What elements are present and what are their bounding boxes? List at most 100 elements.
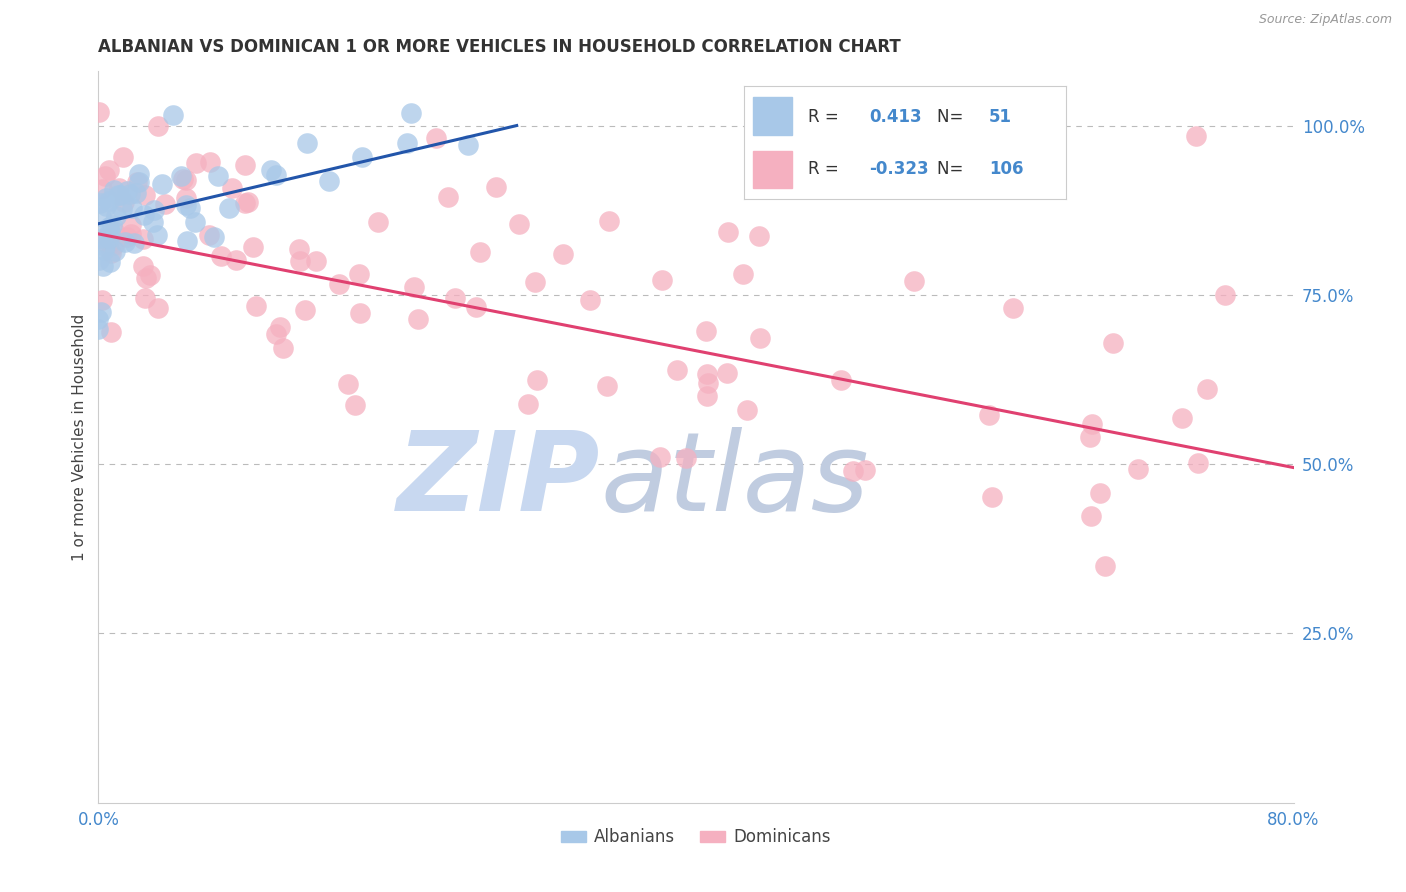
Point <box>598 214 620 228</box>
Point <box>696 388 718 402</box>
Point <box>97 219 120 234</box>
Point <box>841 464 863 478</box>
Point <box>100 245 122 260</box>
Text: ZIP: ZIP <box>396 427 600 534</box>
Point <box>174 173 197 187</box>
Point <box>425 131 447 145</box>
Point <box>120 227 142 241</box>
Point <box>115 229 138 244</box>
Point <box>444 291 467 305</box>
Point <box>90 182 112 196</box>
Point <box>517 397 540 411</box>
Point <box>148 120 170 134</box>
Point <box>128 167 150 181</box>
Point <box>288 254 311 268</box>
Point <box>172 171 194 186</box>
Text: Source: ZipAtlas.com: Source: ZipAtlas.com <box>1258 13 1392 27</box>
Point <box>110 187 132 202</box>
Text: ALBANIAN VS DOMINICAN 1 OR MORE VEHICLES IN HOUSEHOLD CORRELATION CHART: ALBANIAN VS DOMINICAN 1 OR MORE VEHICLES… <box>98 38 901 56</box>
Point <box>198 155 221 169</box>
Point <box>1171 411 1194 425</box>
Point <box>170 169 193 183</box>
Point <box>174 198 197 212</box>
Point <box>94 239 117 253</box>
Point <box>101 219 124 233</box>
Point <box>305 253 328 268</box>
Point <box>98 194 121 208</box>
Point <box>238 194 260 209</box>
Point <box>830 373 852 387</box>
Point <box>90 210 112 224</box>
Point <box>648 450 671 464</box>
Point <box>124 236 146 251</box>
Point <box>1126 461 1149 475</box>
Point <box>142 215 165 229</box>
Point <box>233 196 256 211</box>
Y-axis label: 1 or more Vehicles in Household: 1 or more Vehicles in Household <box>72 313 87 561</box>
Point <box>153 197 176 211</box>
Point <box>146 301 169 316</box>
Point <box>367 214 389 228</box>
Point <box>696 368 718 382</box>
Point <box>1081 417 1104 432</box>
Text: atlas: atlas <box>600 427 869 534</box>
Point <box>1080 508 1102 523</box>
Point <box>118 186 141 201</box>
Point <box>111 202 134 216</box>
Point <box>695 324 717 338</box>
Point <box>162 108 184 122</box>
Point <box>1078 429 1101 443</box>
Point <box>100 254 122 268</box>
Point <box>134 188 156 202</box>
Point <box>717 225 740 239</box>
Point <box>406 312 429 326</box>
Point <box>218 201 240 215</box>
Point <box>131 232 153 246</box>
Point <box>121 201 143 215</box>
Point <box>399 106 422 120</box>
Point <box>87 253 110 268</box>
Point <box>103 238 125 252</box>
Point <box>579 293 602 307</box>
Point <box>245 299 267 313</box>
Point <box>1195 382 1218 396</box>
Point <box>107 187 129 202</box>
Point <box>98 225 121 239</box>
Point <box>287 242 309 256</box>
Point <box>134 291 156 305</box>
Point <box>468 245 491 260</box>
Point <box>94 169 117 183</box>
Point <box>1102 335 1125 350</box>
Point <box>184 215 207 229</box>
Point <box>114 235 136 249</box>
Point <box>233 158 256 172</box>
Point <box>89 231 111 245</box>
Point <box>269 320 291 334</box>
Point <box>1094 558 1116 573</box>
Point <box>903 275 925 289</box>
Point <box>853 463 876 477</box>
Point <box>457 138 479 153</box>
Point <box>112 195 135 210</box>
Point <box>337 377 360 392</box>
Point <box>97 162 120 177</box>
Point <box>125 186 148 201</box>
Point <box>343 398 366 412</box>
Point <box>748 229 770 244</box>
Point <box>105 209 128 223</box>
Point <box>1001 301 1024 315</box>
Point <box>596 378 619 392</box>
Point <box>266 326 288 341</box>
Point <box>91 293 114 307</box>
Point <box>103 223 125 237</box>
Point <box>111 150 134 164</box>
Point <box>242 240 264 254</box>
Point <box>437 189 460 203</box>
Point <box>125 175 148 189</box>
Point <box>96 199 118 213</box>
Point <box>120 218 142 232</box>
Point <box>176 235 198 249</box>
Point <box>264 168 287 182</box>
Point <box>260 162 283 177</box>
Point <box>97 231 120 245</box>
